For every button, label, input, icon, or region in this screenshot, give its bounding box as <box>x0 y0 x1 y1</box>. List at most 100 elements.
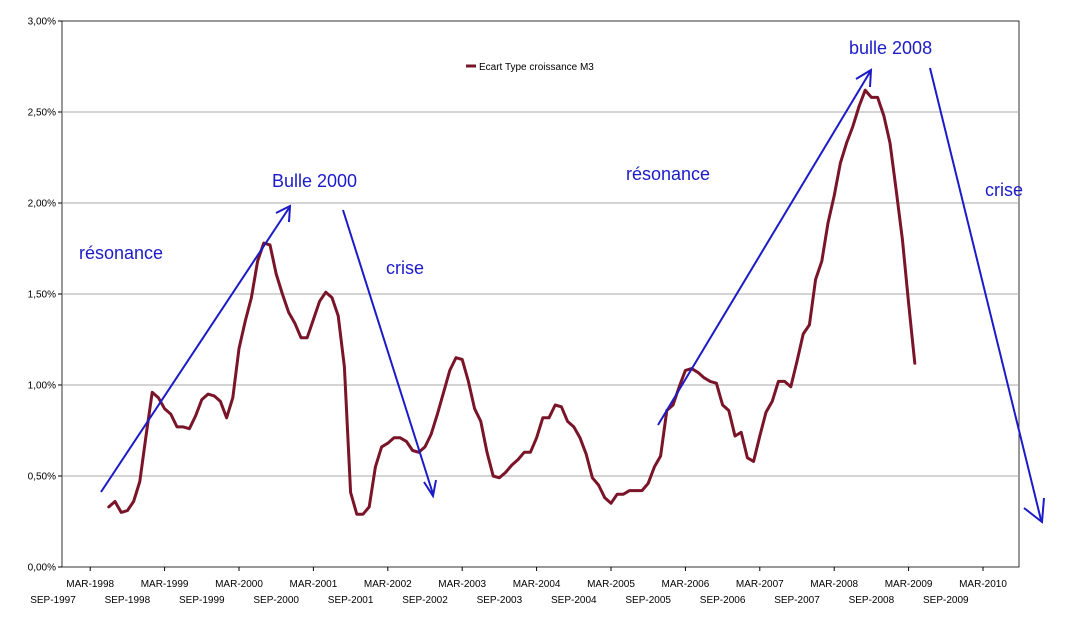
data-point <box>244 320 246 323</box>
arrow-rise-2000-head <box>275 204 292 223</box>
data-point <box>752 460 755 463</box>
y-tick-label: 1,50% <box>28 290 56 301</box>
data-point <box>380 446 383 448</box>
data-point <box>473 407 476 410</box>
data-point <box>542 417 544 419</box>
data-point <box>783 380 786 383</box>
data-point <box>399 437 402 439</box>
data-point <box>232 396 234 399</box>
arrow-fall-2002-head <box>423 479 437 499</box>
data-point <box>263 242 265 244</box>
data-point <box>176 426 178 428</box>
x-tick-label: SEP-2006 <box>700 595 746 606</box>
x-tick-label: SEP-1998 <box>105 595 151 606</box>
data-point <box>653 466 656 468</box>
data-point <box>498 477 501 479</box>
y-tick-label: 2,00% <box>28 199 56 210</box>
series-layer <box>107 88 917 516</box>
data-point <box>672 404 674 406</box>
data-point <box>876 96 879 99</box>
data-point <box>895 189 897 192</box>
data-point <box>728 409 730 412</box>
data-point <box>139 480 141 483</box>
x-tick-label: MAR-2003 <box>438 579 486 590</box>
data-point <box>796 360 798 363</box>
data-point <box>213 395 215 397</box>
data-point <box>126 509 129 512</box>
data-point <box>362 513 364 515</box>
x-tick-label: MAR-2000 <box>215 579 263 590</box>
data-point <box>467 380 470 383</box>
x-tick-label: SEP-2003 <box>477 595 523 606</box>
data-point <box>529 451 532 454</box>
data-point <box>256 260 259 263</box>
legend: Ecart Type croissance M3 <box>466 62 594 73</box>
data-point <box>814 278 817 281</box>
data-point <box>597 484 600 486</box>
data-point <box>430 433 433 435</box>
data-point <box>343 366 346 368</box>
y-axis: 0,00% 0,50% 1,00% 1,50% 2,00% 2,50% 3,00% <box>28 17 62 574</box>
data-point <box>281 293 284 295</box>
data-point <box>684 369 687 372</box>
data-point <box>114 500 116 503</box>
data-point <box>455 356 457 359</box>
data-point <box>864 89 866 91</box>
y-tick-label: 0,00% <box>28 563 56 574</box>
data-point <box>647 482 649 485</box>
data-point <box>411 449 414 452</box>
data-point <box>325 291 327 294</box>
data-point <box>870 96 873 99</box>
data-point <box>622 493 625 496</box>
x-tick-label: SEP-2007 <box>774 595 820 606</box>
arrow-fall-2010-head <box>1023 497 1045 524</box>
data-point <box>207 393 209 395</box>
data-point <box>275 273 278 275</box>
x-tick-label: MAR-2001 <box>289 579 337 590</box>
data-point <box>573 426 575 428</box>
data-point <box>821 260 823 263</box>
data-point <box>480 420 482 423</box>
x-tick-label: MAR-2002 <box>364 579 412 590</box>
data-point <box>182 426 184 428</box>
data-point <box>535 437 538 439</box>
data-point <box>356 513 358 515</box>
arrow-fall-2010 <box>929 67 1042 521</box>
data-point <box>108 506 110 508</box>
data-point <box>461 358 464 361</box>
data-point <box>839 162 842 164</box>
data-point <box>746 457 749 459</box>
x-tick-label: MAR-2009 <box>885 579 933 590</box>
data-point <box>858 105 860 108</box>
data-point <box>194 415 197 417</box>
data-point <box>709 380 711 383</box>
data-point <box>132 500 135 503</box>
data-point <box>721 404 724 406</box>
data-point <box>641 489 643 492</box>
data-point <box>436 413 439 415</box>
data-point <box>368 506 371 508</box>
data-point <box>852 125 854 128</box>
annotation-bulle-2008: bulle 2008 <box>849 38 932 58</box>
data-point <box>511 464 513 466</box>
arrow-rise-2000 <box>100 207 290 493</box>
data-point <box>318 300 321 303</box>
annotation-crise-1: crise <box>386 258 424 278</box>
annotation-bulle-2000: Bulle 2000 <box>272 171 357 191</box>
x-tick-label: MAR-2004 <box>513 579 561 590</box>
data-point <box>424 446 426 448</box>
data-point <box>163 407 166 410</box>
data-point <box>560 406 563 408</box>
data-point <box>449 369 451 372</box>
x-tick-label: SEP-2000 <box>253 595 299 606</box>
annotations: résonance Bulle 2000 crise résonance bul… <box>79 38 1023 278</box>
data-point <box>250 296 253 299</box>
data-point <box>504 471 507 474</box>
data-point <box>610 502 612 505</box>
x-tick-label: SEP-2005 <box>625 595 671 606</box>
y-tick-label: 3,00% <box>28 17 56 28</box>
x-axis: MAR-1998 MAR-1999 MAR-2000 MAR-2001 MAR-2002… <box>30 567 1007 606</box>
data-point <box>517 458 519 461</box>
data-point <box>492 475 495 477</box>
